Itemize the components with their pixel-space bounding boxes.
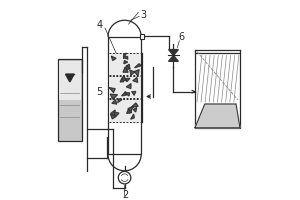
Bar <box>108 37 141 154</box>
Polygon shape <box>127 66 130 70</box>
Polygon shape <box>127 109 132 113</box>
Polygon shape <box>134 70 139 76</box>
Bar <box>109 99 140 122</box>
Polygon shape <box>122 92 127 96</box>
Text: 6: 6 <box>178 32 184 42</box>
Polygon shape <box>130 70 135 75</box>
Text: 5: 5 <box>96 87 103 97</box>
Bar <box>195 53 240 128</box>
Polygon shape <box>114 112 119 117</box>
Bar <box>140 34 144 39</box>
Polygon shape <box>120 78 124 82</box>
Polygon shape <box>109 88 115 92</box>
Polygon shape <box>110 114 116 119</box>
Polygon shape <box>132 91 136 95</box>
Polygon shape <box>126 78 130 82</box>
Bar <box>109 53 140 75</box>
Polygon shape <box>122 76 127 81</box>
Bar <box>59 61 81 100</box>
Polygon shape <box>126 84 131 89</box>
Text: 3: 3 <box>140 10 146 20</box>
Polygon shape <box>169 50 178 55</box>
Text: 4: 4 <box>96 20 102 30</box>
Polygon shape <box>128 106 134 113</box>
Bar <box>109 76 140 98</box>
Polygon shape <box>195 104 240 128</box>
Polygon shape <box>133 108 137 112</box>
Polygon shape <box>131 114 134 119</box>
Polygon shape <box>65 74 74 82</box>
Polygon shape <box>111 56 116 61</box>
Polygon shape <box>125 93 130 96</box>
Polygon shape <box>169 55 178 61</box>
Text: 2: 2 <box>123 190 129 200</box>
Polygon shape <box>111 110 115 115</box>
Polygon shape <box>131 103 138 107</box>
Polygon shape <box>135 64 141 68</box>
Polygon shape <box>124 53 126 59</box>
Polygon shape <box>112 100 117 104</box>
Circle shape <box>118 171 131 184</box>
Polygon shape <box>126 64 130 69</box>
Polygon shape <box>118 99 122 103</box>
Polygon shape <box>124 61 128 64</box>
Polygon shape <box>110 94 117 99</box>
Polygon shape <box>133 77 138 82</box>
Polygon shape <box>123 56 128 59</box>
Polygon shape <box>123 67 128 72</box>
Bar <box>58 59 82 141</box>
